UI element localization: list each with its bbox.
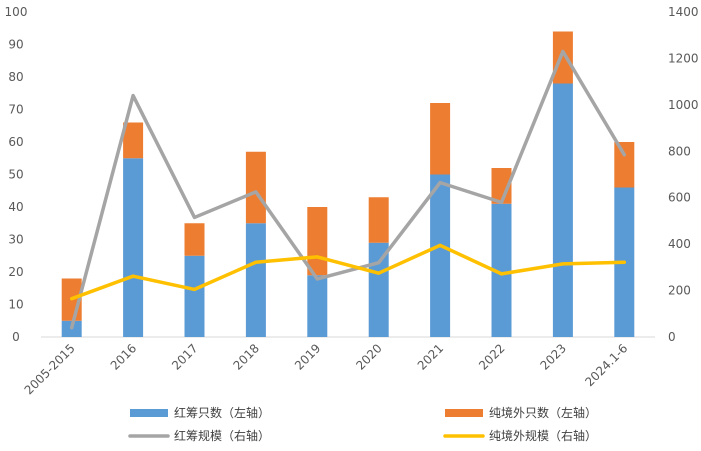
line-series-chunjingwai-scale [69, 243, 627, 301]
x-axis-tick-label: 2023 [538, 341, 569, 372]
bar-segment-hongchou [368, 242, 389, 337]
left-axis-tick-label: 20 [8, 265, 23, 279]
bar-segment-hongchou [491, 203, 512, 337]
legend-item: 纯境外只数（左轴） [445, 405, 597, 420]
legend-label: 纯境外规模（右轴） [489, 428, 597, 443]
left-axis-tick-label: 70 [8, 103, 23, 117]
left-axis-tick-label: 40 [8, 200, 23, 214]
legend-item: 红筹只数（左轴） [130, 405, 270, 420]
right-axis-tick-label: 1200 [668, 51, 699, 65]
legend-label: 红筹只数（左轴） [174, 405, 270, 420]
right-axis-tick-label: 1000 [668, 98, 699, 112]
left-axis-tick-label: 80 [8, 70, 23, 84]
x-axis-tick-label: 2019 [292, 341, 323, 372]
x-axis-labels: 2005-2015 2016 2017 2018 2019 2020 2021 2022 202… [22, 341, 631, 397]
x-axis-tick-label: 2021 [415, 341, 446, 372]
right-axis-tick-label: 200 [668, 284, 691, 298]
left-axis-tick-label: 10 [8, 298, 23, 312]
bar-segment-hongchou [245, 223, 266, 337]
bar-segment-chunjingwai [430, 103, 451, 175]
right-axis-tick-label: 400 [668, 237, 691, 251]
left-axis-tick-label: 100 [5, 5, 28, 19]
left-axis-tick-label: 90 [8, 38, 23, 52]
legend-item: 纯境外规模（右轴） [443, 428, 597, 443]
right-axis-tick-label: 0 [668, 330, 676, 344]
line-series-hongchou-scale [69, 49, 627, 330]
bar-segment-chunjingwai [245, 151, 266, 224]
bar-segment-chunjingwai [123, 122, 144, 159]
x-axis-tick-label: 2020 [353, 341, 384, 372]
bar-segment-chunjingwai [184, 223, 205, 256]
x-axis-tick-label: 2024.1-6 [582, 341, 630, 389]
bars [61, 31, 635, 337]
left-axis-tick-label: 0 [12, 330, 20, 344]
bar-segment-hongchou [184, 255, 205, 337]
legend: 红筹只数（左轴） 纯境外只数（左轴） 红筹规模（右轴） 纯境外规模（右轴） [128, 405, 597, 443]
bar-segment-chunjingwai [614, 142, 635, 188]
right-axis-tick-label: 1400 [668, 5, 699, 19]
x-axis-tick-label: 2017 [169, 341, 200, 372]
x-axis-tick-label: 2022 [476, 341, 507, 372]
bar-segment-chunjingwai [307, 207, 328, 276]
right-axis-tick-label: 600 [668, 191, 691, 205]
bar-segment-chunjingwai [491, 168, 512, 204]
bar-segment-chunjingwai [552, 31, 573, 84]
x-axis-tick-label: 2016 [108, 341, 139, 372]
bar-segment-hongchou [123, 158, 144, 337]
right-axis-tick-label: 800 [668, 144, 691, 158]
bar-segment-chunjingwai [368, 197, 389, 243]
left-axis-tick-label: 60 [8, 135, 23, 149]
bar-segment-hongchou [307, 275, 328, 337]
x-axis-tick-label: 2005-2015 [22, 341, 78, 397]
legend-swatch [445, 409, 483, 417]
legend-swatch [130, 409, 168, 417]
legend-label: 纯境外只数（左轴） [489, 405, 597, 420]
bar-segment-hongchou [430, 174, 451, 337]
legend-item: 红筹规模（右轴） [128, 428, 270, 443]
axes: 0102030405060708090100020040060080010001… [5, 5, 699, 344]
bar-segment-hongchou [552, 83, 573, 337]
left-axis-tick-label: 30 [8, 233, 23, 247]
legend-label: 红筹规模（右轴） [174, 428, 270, 443]
left-axis-tick-label: 50 [8, 168, 23, 182]
lines [69, 49, 627, 330]
x-axis-tick-label: 2018 [231, 341, 262, 372]
